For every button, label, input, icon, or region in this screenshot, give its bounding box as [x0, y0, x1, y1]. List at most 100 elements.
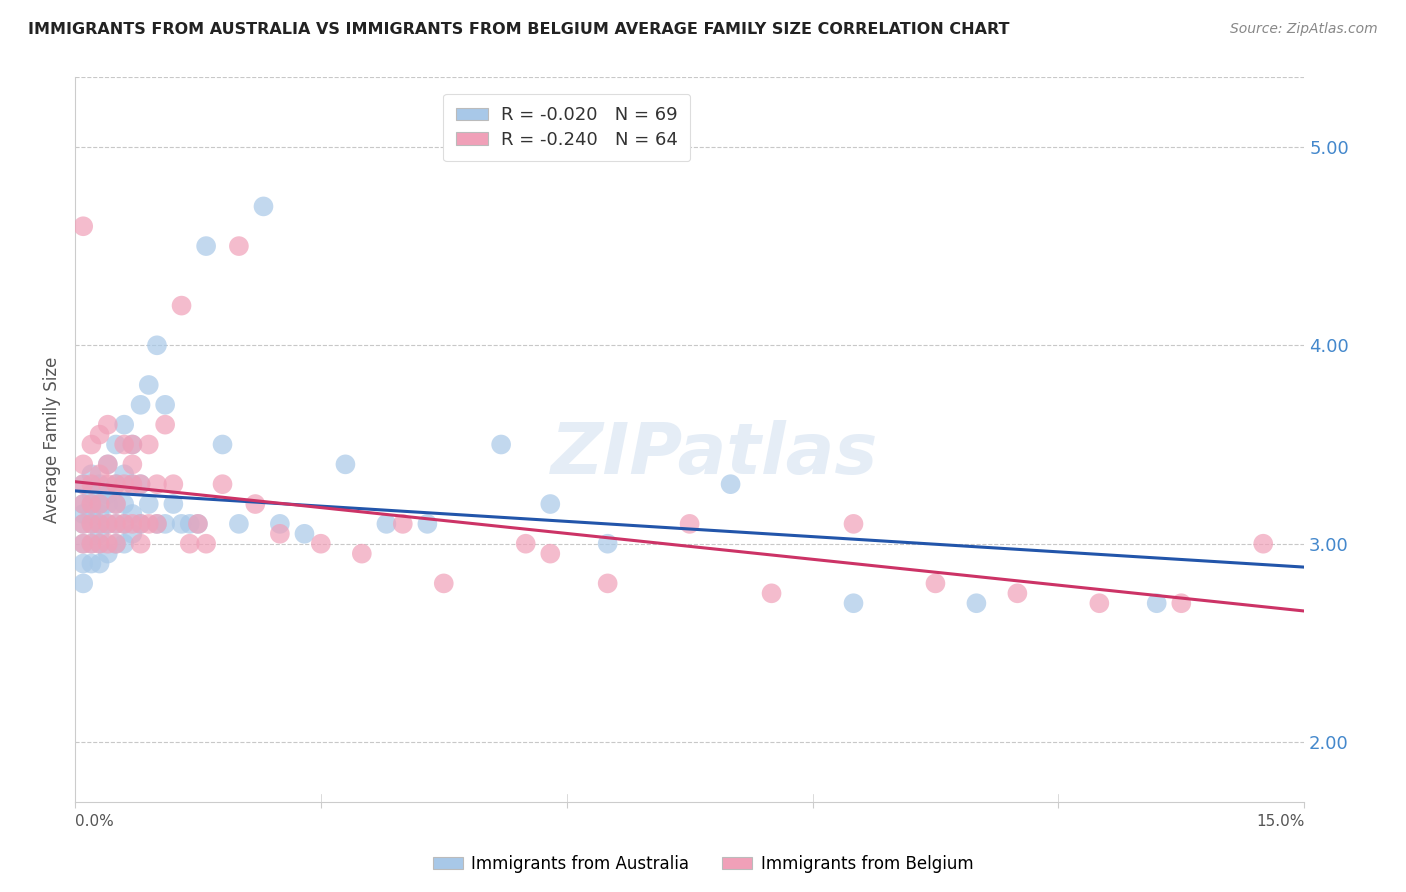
- Point: [146, 338, 169, 352]
- Point: [211, 437, 233, 451]
- Point: [269, 516, 291, 531]
- Point: [129, 398, 152, 412]
- Point: [89, 557, 111, 571]
- Point: [121, 477, 143, 491]
- Point: [112, 477, 135, 491]
- Point: [72, 516, 94, 531]
- Legend: R = -0.020   N = 69, R = -0.240   N = 64: R = -0.020 N = 69, R = -0.240 N = 64: [443, 94, 690, 161]
- Point: [252, 199, 274, 213]
- Point: [89, 516, 111, 531]
- Point: [104, 477, 127, 491]
- Text: Source: ZipAtlas.com: Source: ZipAtlas.com: [1230, 22, 1378, 37]
- Point: [72, 219, 94, 234]
- Point: [104, 537, 127, 551]
- Point: [89, 507, 111, 521]
- Point: [515, 537, 537, 551]
- Point: [121, 507, 143, 521]
- Point: [153, 398, 176, 412]
- Point: [170, 516, 193, 531]
- Point: [80, 497, 103, 511]
- Point: [1170, 596, 1192, 610]
- Point: [179, 537, 201, 551]
- Point: [97, 537, 120, 551]
- Point: [538, 497, 561, 511]
- Point: [97, 487, 120, 501]
- Point: [195, 537, 218, 551]
- Point: [112, 537, 135, 551]
- Point: [72, 507, 94, 521]
- Point: [121, 437, 143, 451]
- Point: [129, 516, 152, 531]
- Point: [1088, 596, 1111, 610]
- Point: [245, 497, 267, 511]
- Point: [965, 596, 987, 610]
- Point: [97, 516, 120, 531]
- Point: [104, 477, 127, 491]
- Point: [129, 516, 152, 531]
- Point: [228, 239, 250, 253]
- Point: [162, 497, 184, 511]
- Point: [720, 477, 742, 491]
- Point: [89, 427, 111, 442]
- Point: [129, 537, 152, 551]
- Point: [72, 497, 94, 511]
- Point: [80, 557, 103, 571]
- Point: [97, 458, 120, 472]
- Point: [104, 516, 127, 531]
- Point: [112, 467, 135, 482]
- Point: [97, 477, 120, 491]
- Point: [1251, 537, 1274, 551]
- Point: [1007, 586, 1029, 600]
- Point: [924, 576, 946, 591]
- Point: [153, 516, 176, 531]
- Point: [375, 516, 398, 531]
- Point: [104, 537, 127, 551]
- Point: [335, 458, 357, 472]
- Point: [842, 596, 865, 610]
- Point: [228, 516, 250, 531]
- Text: 0.0%: 0.0%: [75, 814, 114, 829]
- Point: [596, 576, 619, 591]
- Point: [112, 437, 135, 451]
- Point: [89, 497, 111, 511]
- Point: [121, 516, 143, 531]
- Point: [121, 526, 143, 541]
- Point: [162, 477, 184, 491]
- Point: [146, 516, 169, 531]
- Point: [80, 467, 103, 482]
- Point: [153, 417, 176, 432]
- Point: [146, 516, 169, 531]
- Point: [112, 497, 135, 511]
- Point: [72, 537, 94, 551]
- Y-axis label: Average Family Size: Average Family Size: [44, 357, 60, 523]
- Point: [104, 437, 127, 451]
- Point: [596, 537, 619, 551]
- Point: [129, 477, 152, 491]
- Point: [129, 477, 152, 491]
- Point: [80, 477, 103, 491]
- Point: [842, 516, 865, 531]
- Point: [269, 526, 291, 541]
- Point: [121, 437, 143, 451]
- Point: [138, 516, 160, 531]
- Point: [121, 477, 143, 491]
- Point: [89, 477, 111, 491]
- Point: [72, 497, 94, 511]
- Point: [416, 516, 439, 531]
- Point: [72, 516, 94, 531]
- Point: [89, 497, 111, 511]
- Point: [89, 537, 111, 551]
- Legend: Immigrants from Australia, Immigrants from Belgium: Immigrants from Australia, Immigrants fr…: [426, 848, 980, 880]
- Point: [80, 497, 103, 511]
- Point: [72, 477, 94, 491]
- Point: [195, 239, 218, 253]
- Point: [80, 516, 103, 531]
- Point: [187, 516, 209, 531]
- Point: [112, 516, 135, 531]
- Point: [309, 537, 332, 551]
- Point: [138, 378, 160, 392]
- Point: [97, 497, 120, 511]
- Point: [97, 547, 120, 561]
- Point: [538, 547, 561, 561]
- Point: [391, 516, 413, 531]
